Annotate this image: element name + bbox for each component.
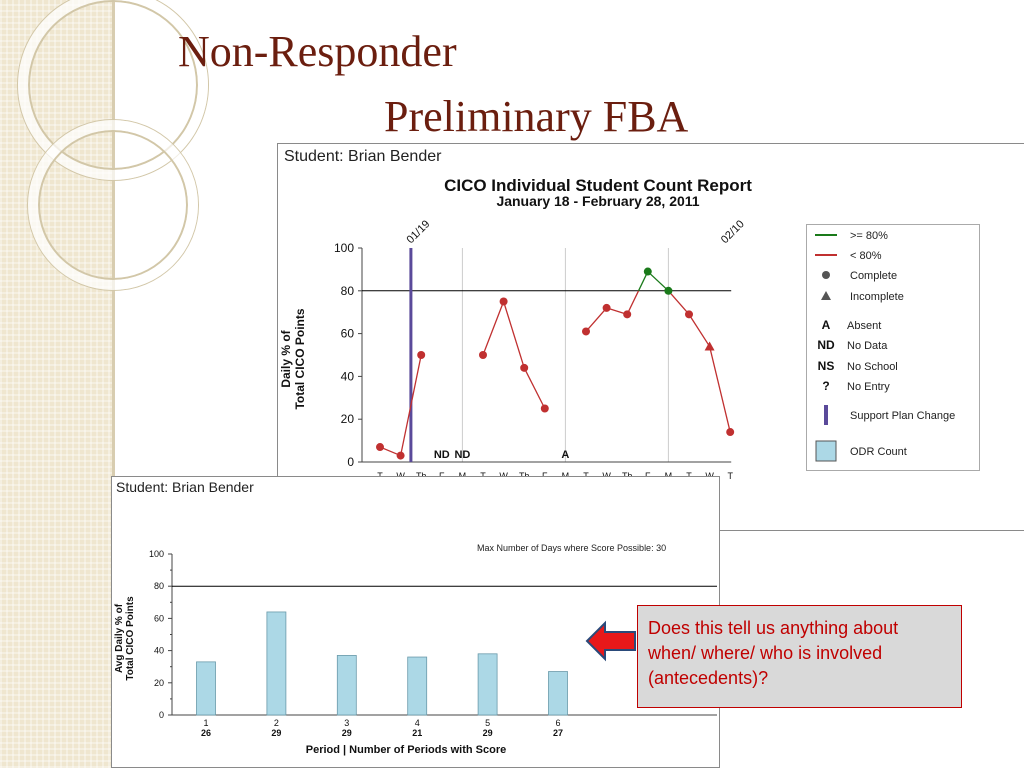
y-tick-label: 20 — [154, 678, 164, 688]
legend: >= 80% < 80% Complete Incomplete A Absent ND No… — [806, 224, 980, 471]
cico-report-panel: Student: Brian Bender CICO Individual St… — [277, 143, 1024, 531]
bar — [548, 671, 568, 716]
plan-change-label: 01/19 — [405, 218, 433, 246]
period-report-panel: Student: Brian Bender Max Number of Days… — [111, 476, 720, 768]
x-tick-label: 1 — [203, 718, 208, 728]
legend-label: ODR Count — [850, 446, 907, 458]
y-tick-label: 80 — [154, 581, 164, 591]
x-axis-label: Period | Number of Periods with Score — [306, 744, 507, 756]
legend-swatch — [821, 291, 831, 300]
x-tick-label: T — [727, 471, 733, 481]
data-point — [664, 286, 673, 295]
status-code: ND — [434, 449, 450, 461]
data-point — [602, 303, 611, 312]
y-tick-label: 100 — [334, 241, 354, 255]
x-tick-label: 3 — [344, 718, 349, 728]
legend-label: >= 80% — [850, 230, 888, 242]
y-tick-label: 80 — [341, 284, 355, 298]
bar — [336, 655, 357, 716]
legend-code: A — [822, 318, 831, 332]
data-point — [582, 327, 590, 336]
chart-subtitle: January 18 - February 28, 2011 — [496, 193, 700, 209]
data-point — [520, 363, 529, 372]
x-tick-label: 2 — [274, 718, 279, 728]
data-point — [685, 310, 693, 319]
bar — [407, 656, 428, 716]
series-segment — [626, 290, 640, 315]
data-point — [643, 267, 652, 276]
data-point-incomplete — [704, 341, 715, 351]
legend-swatch — [822, 271, 830, 279]
y-tick-label: 40 — [154, 646, 164, 656]
plan-change-label: 02/10 — [719, 218, 747, 246]
x-tick-label: 6 — [555, 718, 560, 728]
data-point — [499, 297, 508, 306]
bar — [477, 653, 498, 716]
legend-swatch — [815, 440, 837, 462]
status-code: ND — [454, 449, 470, 461]
series-segment — [399, 354, 422, 456]
status-code: A — [561, 449, 569, 461]
bar-chart: 0 20 40 60 80 100 Avg Daily % ofTotal CICO Poi… — [114, 549, 717, 756]
series-segment — [647, 271, 669, 292]
data-point — [479, 351, 487, 359]
legend-label: No Entry — [847, 381, 890, 393]
period-count-label: 21 — [412, 728, 422, 738]
legend-label: Complete — [850, 270, 897, 282]
series-segment — [523, 367, 546, 409]
slide-title-line1: Non-Responder — [178, 27, 457, 76]
legend-code: NS — [818, 359, 835, 373]
slide-title-line2: Preliminary FBA — [384, 92, 689, 141]
y-tick-label: 40 — [341, 369, 355, 383]
series-segment — [585, 307, 608, 332]
series-segment — [708, 346, 731, 433]
legend-label: No Data — [847, 340, 888, 352]
period-count-label: 27 — [553, 728, 563, 738]
callout-text: Does this tell us anything about when/ w… — [648, 618, 899, 688]
callout-box: Does this tell us anything about when/ w… — [637, 605, 962, 708]
legend-label: Support Plan Change — [850, 410, 955, 422]
legend-graphic: >= 80% < 80% Complete Incomplete A Absent ND No… — [815, 230, 955, 462]
legend-label: No School — [847, 361, 898, 373]
x-tick-label: 5 — [485, 718, 490, 728]
y-tick-label: 60 — [154, 613, 164, 623]
data-point — [623, 310, 632, 319]
legend-code: ND — [817, 338, 835, 352]
y-tick-label: 0 — [347, 455, 354, 469]
student-label: Student: Brian Bender — [116, 479, 254, 495]
legend-label: Incomplete — [850, 291, 904, 303]
y-axis-label: Daily % ofTotal CICO Points — [279, 308, 307, 409]
period-count-label: 29 — [342, 728, 352, 738]
period-count-label: 26 — [201, 728, 211, 738]
data-point — [396, 451, 405, 460]
y-tick-label: 0 — [159, 710, 164, 720]
data-point — [540, 404, 549, 413]
chart-title: CICO Individual Student Count Report — [444, 176, 752, 195]
series-segment — [502, 301, 525, 369]
y-tick-label: 100 — [149, 549, 164, 559]
student-label: Student: Brian Bender — [284, 148, 442, 165]
period-count-label: 29 — [271, 728, 281, 738]
data-point — [376, 443, 384, 452]
left-arrow-icon — [585, 620, 636, 662]
legend-label: Absent — [847, 320, 881, 332]
series-segment — [482, 301, 505, 356]
data-point — [726, 428, 735, 437]
series-segment — [688, 313, 711, 347]
decorative-divider — [112, 0, 115, 768]
legend-label: < 80% — [850, 250, 882, 262]
y-axis-label: Avg Daily % ofTotal CICO Points — [114, 596, 136, 681]
series-segment — [667, 290, 690, 315]
y-tick-label: 60 — [341, 327, 355, 341]
legend-code: ? — [822, 379, 829, 393]
chart-note: Max Number of Days where Score Possible:… — [477, 543, 667, 553]
y-tick-label: 20 — [341, 412, 355, 426]
bar — [196, 661, 216, 716]
legend-swatch — [824, 405, 828, 425]
decorative-ring — [28, 120, 198, 290]
data-point — [417, 351, 426, 359]
x-tick-label: 4 — [415, 718, 420, 728]
period-count-label: 29 — [483, 728, 493, 738]
bar — [266, 611, 287, 716]
